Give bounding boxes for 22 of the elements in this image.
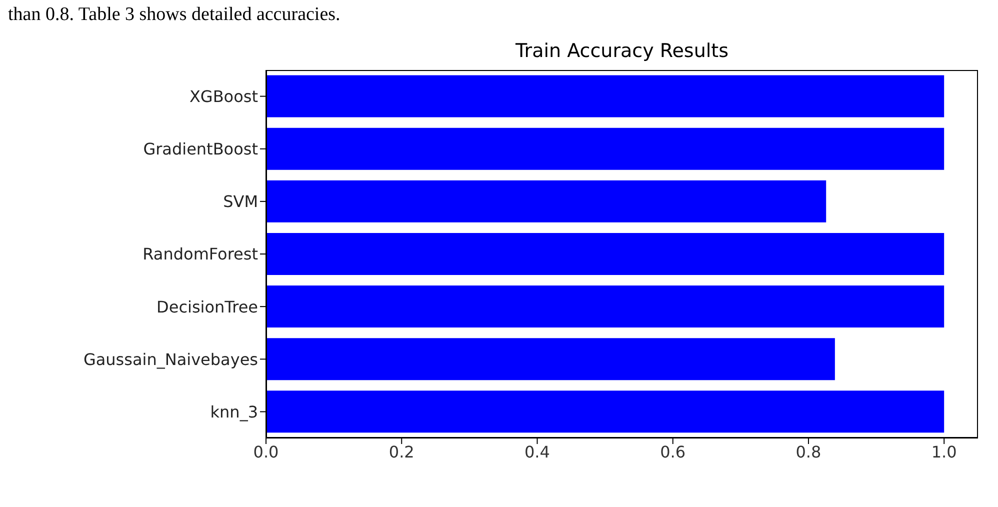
bar (266, 390, 944, 433)
bar (266, 232, 944, 275)
x-tick-label: 0.6 (660, 442, 686, 462)
y-tick-label: Gaussain_Naivebayes (83, 350, 258, 369)
x-tick-label: 0.0 (253, 442, 279, 462)
text: than 0.8. Table 3 shows detailed accuracies. (8, 4, 340, 26)
bar (266, 128, 944, 170)
y-tick-label: XGBoost (189, 86, 258, 106)
y-tick-label: SVM (223, 192, 258, 212)
bar (266, 286, 944, 328)
bar (266, 75, 944, 118)
y-tick-label: GradientBoost (143, 140, 258, 159)
y-tick-label: DecisionTree (156, 297, 258, 316)
x-tick-label: 0.2 (388, 442, 414, 462)
x-tick-label: 1.0 (931, 442, 957, 462)
x-tick-label: 0.8 (796, 442, 822, 462)
y-tick-label: knn_3 (210, 402, 258, 422)
bar (266, 338, 835, 380)
chart-title: Train Accuracy Results (514, 40, 730, 62)
y-tick-label: RandomForest (142, 244, 258, 264)
x-tick-label: 0.4 (524, 442, 550, 462)
bar (266, 180, 826, 222)
